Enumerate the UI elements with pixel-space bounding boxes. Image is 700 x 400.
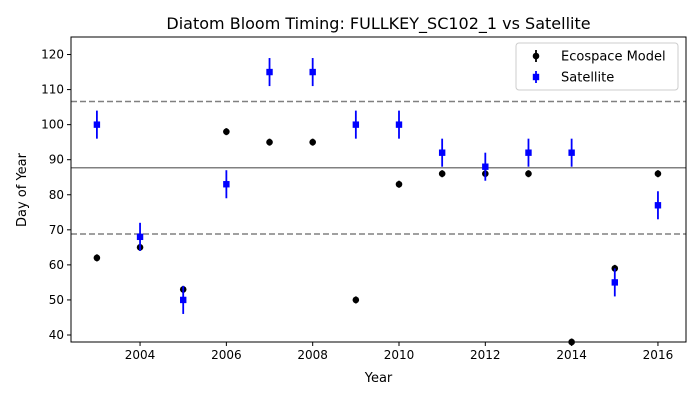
y-tick-label: 90 <box>49 153 64 167</box>
data-point <box>223 128 230 135</box>
y-tick-label: 110 <box>41 83 64 97</box>
data-point <box>438 170 446 178</box>
series-ecospace-model <box>93 128 662 346</box>
legend-box <box>515 42 679 91</box>
y-tick-label: 100 <box>41 118 64 132</box>
chart-title: Diatom Bloom Timing: FULLKEY_SC102_1 vs … <box>166 14 590 34</box>
data-point <box>309 138 316 146</box>
y-tick-label: 60 <box>49 258 64 272</box>
data-point <box>525 170 532 178</box>
data-point <box>611 279 618 286</box>
data-point <box>136 233 144 241</box>
data-point <box>352 296 360 304</box>
y-tick-label: 40 <box>49 328 64 342</box>
data-point <box>568 149 575 156</box>
data-point <box>266 68 273 76</box>
x-tick-label: 2006 <box>211 348 242 362</box>
x-tick-label: 2008 <box>297 348 328 362</box>
data-point <box>395 180 403 188</box>
legend-marker <box>532 52 540 60</box>
data-point <box>438 149 446 156</box>
legend-label: Ecospace Model <box>561 50 666 65</box>
data-point <box>266 138 273 146</box>
data-point <box>93 121 101 128</box>
y-axis-label: Day of Year <box>15 152 30 227</box>
data-point <box>93 254 101 262</box>
legend-label: Satellite <box>561 71 614 86</box>
reference-lines <box>71 100 686 235</box>
data-point <box>654 202 662 209</box>
y-tick-label: 80 <box>49 188 64 202</box>
x-tick-label: 2014 <box>556 348 587 362</box>
data-point <box>180 296 187 304</box>
y-tick-label: 50 <box>49 293 64 307</box>
x-tick-label: 2016 <box>643 348 674 362</box>
x-tick-label: 2010 <box>384 348 415 362</box>
x-tick-label: 2012 <box>470 348 501 362</box>
data-point <box>654 170 662 178</box>
data-point <box>525 149 532 156</box>
legend: Ecospace Model Satellite <box>515 42 679 91</box>
plot-frame <box>70 36 687 343</box>
x-axis: 2004 2006 2008 2010 2012 2014 2016 <box>125 342 673 362</box>
data-point <box>223 181 230 188</box>
series-layer <box>93 58 662 346</box>
series-satellite <box>93 58 662 314</box>
x-axis-label: Year <box>364 371 393 386</box>
data-point <box>482 163 489 170</box>
y-tick-label: 70 <box>49 223 64 237</box>
data-point <box>352 121 360 128</box>
x-tick-label: 2004 <box>125 348 156 362</box>
y-axis: 40 50 60 70 80 90 100 110 120 <box>41 48 71 342</box>
data-point <box>395 121 403 128</box>
data-point <box>309 68 316 76</box>
y-tick-label: 120 <box>41 48 64 62</box>
legend-marker <box>532 73 540 81</box>
